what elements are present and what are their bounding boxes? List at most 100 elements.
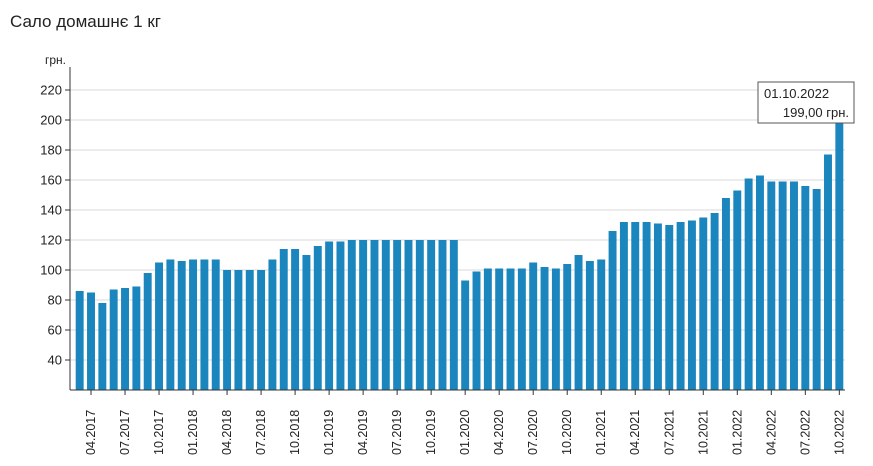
bar [687, 220, 696, 390]
x-tick-label: 04.2019 [356, 410, 370, 455]
x-tick-label: 10.2017 [152, 410, 166, 455]
bar [631, 222, 640, 390]
bar [472, 271, 481, 390]
x-tick-label: 07.2017 [118, 410, 132, 455]
bar [529, 262, 538, 390]
bar [257, 270, 266, 390]
bar [109, 289, 118, 390]
x-tick-label: 04.2021 [628, 410, 642, 455]
bar [563, 264, 572, 390]
y-tick-label: 120 [40, 233, 62, 248]
bar [574, 255, 583, 390]
bar [393, 240, 402, 390]
bar [642, 222, 651, 390]
bar [483, 268, 492, 390]
y-tick-label: 60 [48, 323, 62, 338]
bar [404, 240, 413, 390]
y-tick-label: 160 [40, 173, 62, 188]
bar [415, 240, 424, 390]
bar [132, 286, 141, 390]
bar [676, 222, 685, 390]
bar [200, 259, 209, 390]
y-tick-label: 100 [40, 263, 62, 278]
x-tick-label: 10.2021 [696, 410, 710, 455]
x-tick-label: 01.2018 [186, 410, 200, 455]
y-tick-label: 220 [40, 83, 62, 98]
x-tick-label: 07.2021 [662, 410, 676, 455]
x-tick-label: 04.2020 [492, 410, 506, 455]
x-tick-label: 04.2017 [84, 410, 98, 455]
bar [755, 175, 764, 390]
bar [540, 267, 549, 390]
bar [245, 270, 254, 390]
bar [778, 181, 787, 390]
bar [653, 223, 662, 390]
bar [790, 181, 798, 390]
bar [75, 291, 84, 390]
tooltip-value: 199,00 грн. [783, 105, 849, 120]
bar [279, 249, 288, 390]
tooltip-box [757, 81, 855, 124]
bar [744, 178, 753, 390]
bar [291, 249, 300, 390]
bar [619, 222, 628, 390]
bar [381, 240, 390, 390]
x-tick-label: 01.2020 [458, 410, 472, 455]
bar [223, 270, 232, 390]
y-tick-label: 40 [48, 353, 62, 368]
bar [177, 261, 186, 390]
y-tick-label: 200 [40, 113, 62, 128]
bar [506, 268, 515, 390]
bar [347, 240, 356, 390]
bar [438, 240, 447, 390]
y-tick-label: 180 [40, 143, 62, 158]
bar [370, 240, 379, 390]
bar [166, 259, 175, 390]
tooltip-date: 01.10.2022 [764, 86, 829, 101]
bar [121, 288, 129, 390]
bar [449, 240, 458, 390]
x-tick-label: 10.2018 [288, 410, 302, 455]
bar [835, 121, 844, 390]
bar [155, 262, 164, 390]
bar [234, 270, 243, 390]
bar [98, 303, 107, 390]
bar [517, 268, 526, 390]
bar [721, 198, 730, 390]
bar [597, 259, 606, 390]
bar [313, 246, 322, 390]
bar [302, 255, 311, 390]
bar [824, 154, 832, 390]
x-tick-label: 07.2020 [526, 410, 540, 455]
bar [189, 259, 198, 390]
bar [268, 259, 277, 390]
bar [733, 190, 742, 390]
y-tick-label: 140 [40, 203, 62, 218]
bar [143, 273, 152, 390]
bar [710, 213, 719, 390]
y-axis-unit: грн. [45, 53, 66, 67]
bar [495, 268, 504, 390]
bar [699, 217, 708, 390]
x-tick-label: 01.2019 [322, 410, 336, 455]
bar [665, 225, 674, 390]
bar [359, 240, 368, 390]
y-tick-label: 80 [48, 293, 62, 308]
x-tick-label: 07.2019 [390, 410, 404, 455]
bar [336, 241, 345, 390]
bar [551, 268, 560, 390]
x-tick-label: 10.2019 [424, 410, 438, 455]
x-tick-label: 04.2018 [220, 410, 234, 455]
bar [87, 292, 95, 390]
x-tick-label: 04.2022 [764, 410, 778, 455]
x-tick-label: 01.2021 [594, 410, 608, 455]
x-tick-label: 07.2022 [798, 410, 812, 455]
x-tick-label: 10.2022 [832, 410, 846, 455]
x-tick-label: 01.2022 [730, 410, 744, 455]
bar [585, 261, 594, 390]
bar [211, 259, 220, 390]
chart-title: Сало домашнє 1 кг [10, 12, 161, 31]
bar [427, 240, 436, 390]
bar [461, 280, 470, 390]
